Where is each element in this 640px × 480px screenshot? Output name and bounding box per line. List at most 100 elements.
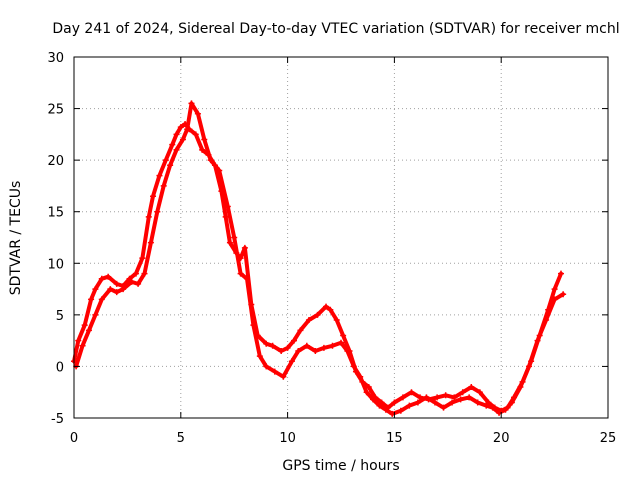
data-point — [98, 275, 105, 282]
data-point — [314, 311, 321, 318]
data-point — [431, 399, 438, 406]
data-point — [468, 384, 475, 391]
plot-frame — [73, 56, 609, 419]
data-point — [391, 399, 398, 406]
data-point — [466, 394, 473, 401]
data-point — [295, 347, 302, 354]
data-point — [333, 317, 340, 324]
data-point — [303, 342, 310, 349]
data-point — [329, 342, 336, 349]
data-point — [120, 286, 127, 293]
data-point — [244, 275, 251, 282]
data-point — [320, 344, 327, 351]
data-point — [184, 126, 191, 133]
data-point — [406, 402, 413, 409]
y-tick-label: 5 — [56, 309, 64, 324]
data-point — [451, 394, 458, 401]
y-tick-label: 20 — [47, 154, 64, 169]
data-point — [382, 406, 389, 413]
chart-title: Day 241 of 2024, Sidereal Day-to-day VTE… — [52, 21, 619, 37]
data-point — [107, 286, 114, 293]
series-2 — [73, 100, 567, 417]
data-point — [269, 342, 276, 349]
data-point — [226, 239, 233, 246]
data-point — [145, 213, 152, 220]
data-point — [162, 157, 169, 164]
data-point — [92, 286, 99, 293]
data-point — [194, 110, 201, 117]
data-point — [132, 270, 139, 277]
data-point — [543, 317, 550, 324]
y-tick-label: 15 — [47, 206, 64, 221]
data-point — [397, 407, 404, 414]
data-point — [141, 270, 148, 277]
data-point — [278, 347, 285, 354]
data-point — [525, 363, 532, 370]
data-point — [280, 373, 287, 380]
data-point — [150, 193, 157, 200]
data-point — [288, 358, 295, 365]
data-point — [147, 239, 154, 246]
data-point — [323, 303, 330, 310]
data-point — [199, 146, 206, 153]
data-point — [169, 141, 176, 148]
y-tick-label: 25 — [47, 103, 64, 118]
data-point — [98, 296, 105, 303]
data-point — [156, 172, 163, 179]
data-point — [160, 182, 167, 189]
data-point — [167, 162, 174, 169]
data-point — [224, 203, 231, 210]
series-trail — [72, 122, 563, 413]
data-point — [126, 275, 133, 282]
data-point — [327, 306, 334, 313]
data-point — [423, 394, 430, 401]
data-point — [344, 347, 351, 354]
data-point — [340, 332, 347, 339]
data-point — [79, 342, 86, 349]
y-tick-label: 10 — [47, 257, 64, 272]
data-point — [312, 347, 319, 354]
data-point — [483, 402, 490, 409]
data-point — [551, 286, 558, 293]
data-point — [476, 389, 483, 396]
data-point — [231, 234, 238, 241]
data-point — [449, 399, 456, 406]
data-point — [534, 337, 541, 344]
data-point — [338, 339, 344, 346]
data-point — [376, 402, 383, 409]
data-point — [113, 289, 120, 296]
data-point — [81, 322, 88, 329]
data-point — [414, 399, 421, 406]
data-point — [284, 344, 291, 351]
data-point — [517, 384, 524, 391]
x-tick-label: 0 — [70, 431, 78, 446]
data-point — [192, 131, 199, 138]
x-tick-label: 5 — [177, 431, 185, 446]
data-point — [440, 404, 447, 411]
data-point — [560, 291, 567, 298]
data-point — [173, 131, 180, 138]
data-point — [442, 392, 449, 399]
data-point — [408, 389, 415, 396]
data-point — [256, 353, 263, 360]
data-point — [201, 136, 208, 143]
data-point — [434, 394, 441, 401]
data-point — [370, 396, 377, 403]
series-trail — [74, 101, 566, 416]
data-point — [508, 399, 515, 406]
data-point — [263, 340, 270, 347]
data-point — [459, 389, 466, 396]
y-tick-label: 30 — [47, 51, 64, 66]
x-axis-ticks: 0 5 10 15 20 25 — [70, 57, 616, 446]
data-point — [357, 373, 364, 380]
data-point — [241, 244, 248, 251]
data-point — [237, 270, 244, 277]
data-point — [139, 255, 146, 262]
data-point — [128, 278, 135, 285]
data-point — [291, 337, 298, 344]
data-point — [88, 296, 95, 303]
y-tick-label: -5 — [51, 412, 64, 427]
data-point — [350, 363, 357, 370]
data-point — [305, 317, 312, 324]
